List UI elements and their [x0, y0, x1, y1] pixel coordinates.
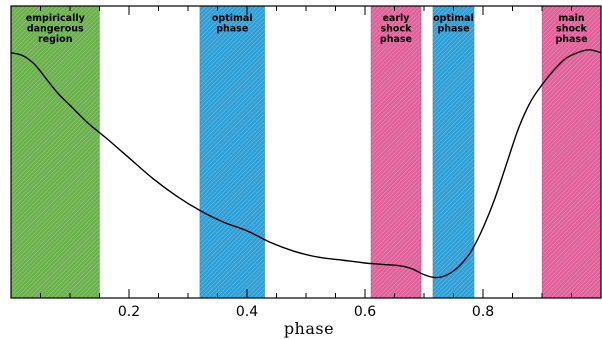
- region-labels: empiricallydangerousregionoptimalphaseea…: [26, 13, 588, 45]
- x-ticks: [40, 6, 572, 298]
- region-band-2: [370, 5, 422, 299]
- x-axis-label: phase: [284, 319, 334, 338]
- region-label-2-2: phase: [380, 34, 412, 45]
- x-tick-label: 0.2: [118, 304, 140, 320]
- series-line: [10, 49, 602, 279]
- region-label-1-1: phase: [216, 24, 248, 35]
- region-label-4-0: main: [558, 13, 585, 24]
- x-tick-labels: 0.2 0.4 0.6 0.8: [118, 304, 494, 320]
- region-label-4-2: phase: [555, 34, 587, 45]
- region-band-3: [432, 5, 475, 299]
- region-label-3-0: optimal: [433, 13, 474, 24]
- region-band-1: [199, 5, 266, 299]
- phase-regions: [10, 5, 602, 299]
- region-label-0-0: empirically: [26, 13, 86, 24]
- region-label-2-1: shock: [381, 24, 413, 35]
- region-label-1-0: optimal: [212, 13, 253, 24]
- x-tick-label: 0.8: [472, 304, 494, 320]
- region-label-0-1: dangerous: [27, 24, 84, 35]
- region-band-0: [10, 5, 100, 299]
- region-label-0-2: region: [38, 34, 73, 45]
- curve-layer: [10, 49, 602, 279]
- x-tick-label: 0.4: [236, 304, 258, 320]
- region-label-4-1: shock: [556, 24, 588, 35]
- region-label-3-1: phase: [437, 24, 469, 35]
- region-label-2-0: early: [382, 13, 410, 24]
- x-tick-label: 0.6: [354, 304, 376, 320]
